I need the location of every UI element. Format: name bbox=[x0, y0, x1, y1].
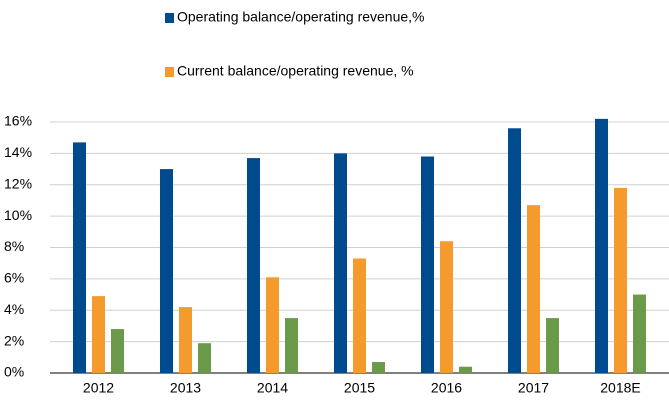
legend-marker bbox=[165, 67, 174, 77]
bar bbox=[546, 318, 559, 373]
x-tick-label: 2017 bbox=[518, 380, 549, 396]
bar bbox=[440, 241, 453, 373]
bar bbox=[595, 118, 608, 373]
y-tick-label: 6% bbox=[4, 270, 24, 286]
bar bbox=[92, 296, 105, 373]
bar bbox=[198, 343, 211, 373]
bar bbox=[334, 153, 347, 373]
x-tick-label: 2013 bbox=[170, 380, 201, 396]
bar bbox=[285, 318, 298, 373]
bar bbox=[266, 277, 279, 373]
bar bbox=[508, 128, 521, 373]
bar bbox=[633, 294, 646, 373]
bar bbox=[372, 362, 385, 373]
bar bbox=[421, 156, 434, 373]
bar bbox=[73, 142, 86, 373]
bar bbox=[111, 329, 124, 373]
y-tick-label: 0% bbox=[4, 364, 24, 380]
legend-label: Current balance/operating revenue, % bbox=[177, 63, 414, 79]
legend-label: Operating balance/operating revenue,% bbox=[177, 9, 425, 25]
x-tick-label: 2012 bbox=[83, 380, 114, 396]
bar bbox=[614, 187, 627, 373]
x-tick-label: 2018E bbox=[600, 380, 640, 396]
y-tick-label: 10% bbox=[4, 207, 32, 223]
y-tick-label: 2% bbox=[4, 332, 24, 348]
y-tick-label: 16% bbox=[4, 113, 32, 129]
y-tick-label: 12% bbox=[4, 175, 32, 191]
y-tick-label: 4% bbox=[4, 301, 24, 317]
legend-marker bbox=[165, 13, 174, 23]
x-tick-label: 2015 bbox=[344, 380, 375, 396]
bar bbox=[459, 366, 472, 373]
bar bbox=[179, 307, 192, 373]
bar bbox=[527, 205, 540, 373]
x-tick-label: 2014 bbox=[257, 380, 288, 396]
bar bbox=[247, 158, 260, 373]
x-tick-label: 2016 bbox=[431, 380, 462, 396]
bar bbox=[160, 169, 173, 373]
y-tick-label: 14% bbox=[4, 144, 32, 160]
bar bbox=[353, 258, 366, 373]
y-tick-label: 8% bbox=[4, 238, 24, 254]
